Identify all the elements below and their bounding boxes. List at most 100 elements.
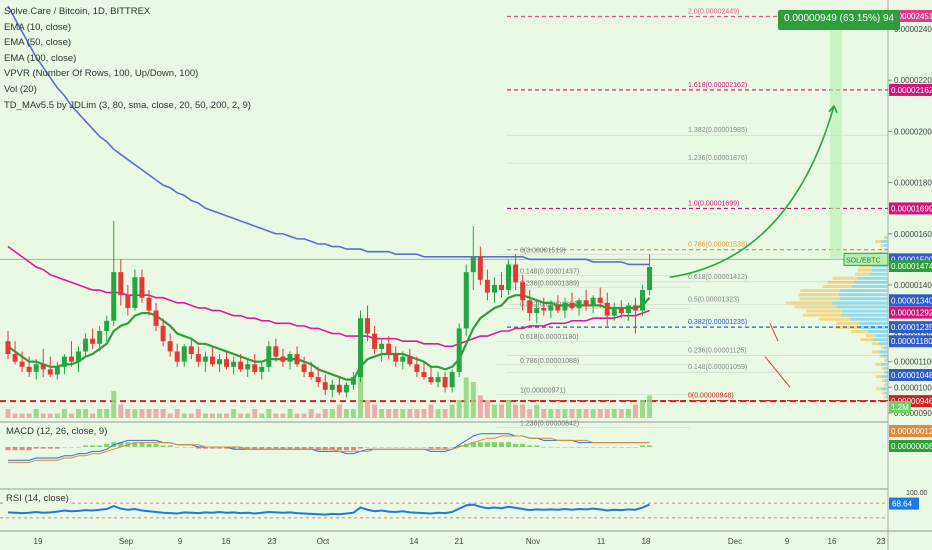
candle-body bbox=[322, 382, 328, 390]
volume-bar bbox=[520, 404, 526, 418]
price-label: 0.00001235 bbox=[891, 323, 932, 332]
macd-line bbox=[8, 433, 650, 461]
candle-body bbox=[463, 272, 469, 329]
macd-hist-bar bbox=[231, 447, 237, 449]
candle-body bbox=[590, 297, 596, 306]
volume-bar bbox=[569, 409, 575, 418]
volume-bar bbox=[167, 413, 173, 418]
fib-level-label: 0.786(0.00001538) bbox=[688, 242, 747, 249]
candle-body bbox=[209, 356, 215, 365]
volume-bar bbox=[47, 413, 53, 418]
candle-body bbox=[97, 330, 103, 344]
volume-bar bbox=[583, 409, 589, 418]
macd-hist-bar bbox=[68, 447, 74, 448]
legend-item[interactable]: Solve.Care / Bitcoin, 1D, BITTREX bbox=[4, 6, 151, 17]
volume-bar bbox=[259, 413, 265, 418]
projection-band bbox=[830, 15, 842, 260]
vpvr-bar-up bbox=[839, 289, 888, 293]
macd-hist-bar bbox=[555, 447, 561, 448]
candle-body bbox=[61, 356, 67, 367]
macd-hist-bar bbox=[491, 442, 497, 447]
x-tick-label: 14 bbox=[410, 537, 419, 546]
projection-arrow bbox=[669, 105, 835, 279]
vpvr-bar-up bbox=[879, 342, 888, 346]
vpvr-bar-down bbox=[881, 379, 885, 383]
macd-hist-bar bbox=[365, 447, 371, 448]
volume-bar bbox=[238, 413, 244, 418]
vpvr-bar-down bbox=[871, 350, 880, 354]
volume-bar bbox=[322, 409, 328, 418]
vpvr-bar-up bbox=[879, 350, 888, 354]
macd-hist-bar bbox=[5, 447, 11, 451]
volume-bar bbox=[428, 404, 434, 418]
volume-bar bbox=[534, 404, 540, 418]
vpvr-bar-up bbox=[885, 395, 888, 399]
macd-hist-bar bbox=[590, 447, 596, 448]
macd-hist-bar bbox=[527, 445, 533, 447]
macd-hist-bar bbox=[506, 442, 512, 447]
volume-bar bbox=[280, 413, 286, 418]
price-label: 0.00001340 bbox=[891, 296, 932, 305]
macd-hist-bar bbox=[139, 442, 145, 447]
legend-item[interactable]: EMA (50, close) bbox=[4, 37, 72, 49]
candle-body bbox=[125, 295, 131, 308]
volume-bar bbox=[548, 409, 554, 418]
legend-item[interactable]: TD_MAv5.5 by JDLim (3, 80, sma, close, 2… bbox=[4, 99, 251, 111]
candle-body bbox=[132, 277, 138, 308]
vpvr-bar-down bbox=[835, 325, 860, 329]
vpvr-bar-down bbox=[881, 366, 885, 370]
volume-bar bbox=[83, 409, 89, 418]
candle-body bbox=[597, 297, 603, 303]
macd-hist-bar bbox=[407, 447, 413, 448]
candle-body bbox=[315, 377, 321, 383]
macd-hist-bar bbox=[33, 447, 39, 449]
volume-bar bbox=[647, 395, 653, 418]
legend-item[interactable]: Vol (20) bbox=[4, 83, 37, 95]
macd-hist-bar bbox=[217, 447, 222, 449]
volume-bar bbox=[195, 409, 201, 418]
vpvr-bar-up bbox=[885, 370, 888, 374]
vol-label-bg bbox=[889, 401, 911, 413]
price-label-bg bbox=[889, 83, 932, 96]
macd-label: 0.00000008 bbox=[891, 442, 932, 451]
x-tick-label: 21 bbox=[455, 537, 464, 546]
vpvr-bar-down bbox=[832, 276, 858, 280]
macd-pane-label[interactable]: MACD (12, 26, close, 9) bbox=[4, 426, 110, 437]
volume-bar bbox=[315, 413, 321, 418]
rsi-pane-label[interactable]: RSI (14, close) bbox=[4, 493, 71, 504]
candle-body bbox=[174, 351, 180, 362]
candle-body bbox=[428, 377, 434, 383]
candle-body bbox=[632, 305, 638, 311]
vpvr-bar-down bbox=[860, 338, 873, 342]
candle-body bbox=[33, 364, 39, 372]
macd-hist-bar bbox=[456, 445, 462, 447]
volume-bar bbox=[449, 404, 455, 418]
vpvr-bar-up bbox=[843, 309, 888, 313]
macd-hist-bar bbox=[569, 447, 575, 448]
fib-left-label: 0(0.00001519) bbox=[520, 247, 566, 254]
ema-100-line bbox=[7, 5, 650, 266]
volume-bar bbox=[640, 400, 645, 418]
candle-body bbox=[379, 343, 385, 349]
legend-item[interactable]: VPVR (Number Of Rows, 100, Up/Down, 100) bbox=[4, 68, 199, 80]
volume-bar bbox=[188, 413, 194, 418]
macd-hist-bar bbox=[19, 447, 25, 451]
y-tick-label: 0.00001100 bbox=[894, 358, 932, 367]
vpvr-bar-down bbox=[799, 297, 840, 301]
legend-item[interactable]: EMA (100, close) bbox=[4, 52, 77, 64]
vpvr-bar-up bbox=[885, 383, 888, 387]
candle-body bbox=[449, 371, 455, 388]
candle-body bbox=[576, 300, 582, 308]
candle-body bbox=[167, 341, 173, 352]
volume-bar bbox=[231, 409, 237, 418]
macd-hist-bar bbox=[618, 447, 624, 448]
candle-body bbox=[5, 341, 11, 355]
volume-bar bbox=[174, 409, 180, 418]
vpvr-bar-up bbox=[884, 391, 888, 395]
legend-item[interactable]: EMA (10, close) bbox=[4, 21, 72, 33]
macd-hist-bar bbox=[315, 447, 321, 451]
vpvr-bar-down bbox=[875, 239, 881, 243]
